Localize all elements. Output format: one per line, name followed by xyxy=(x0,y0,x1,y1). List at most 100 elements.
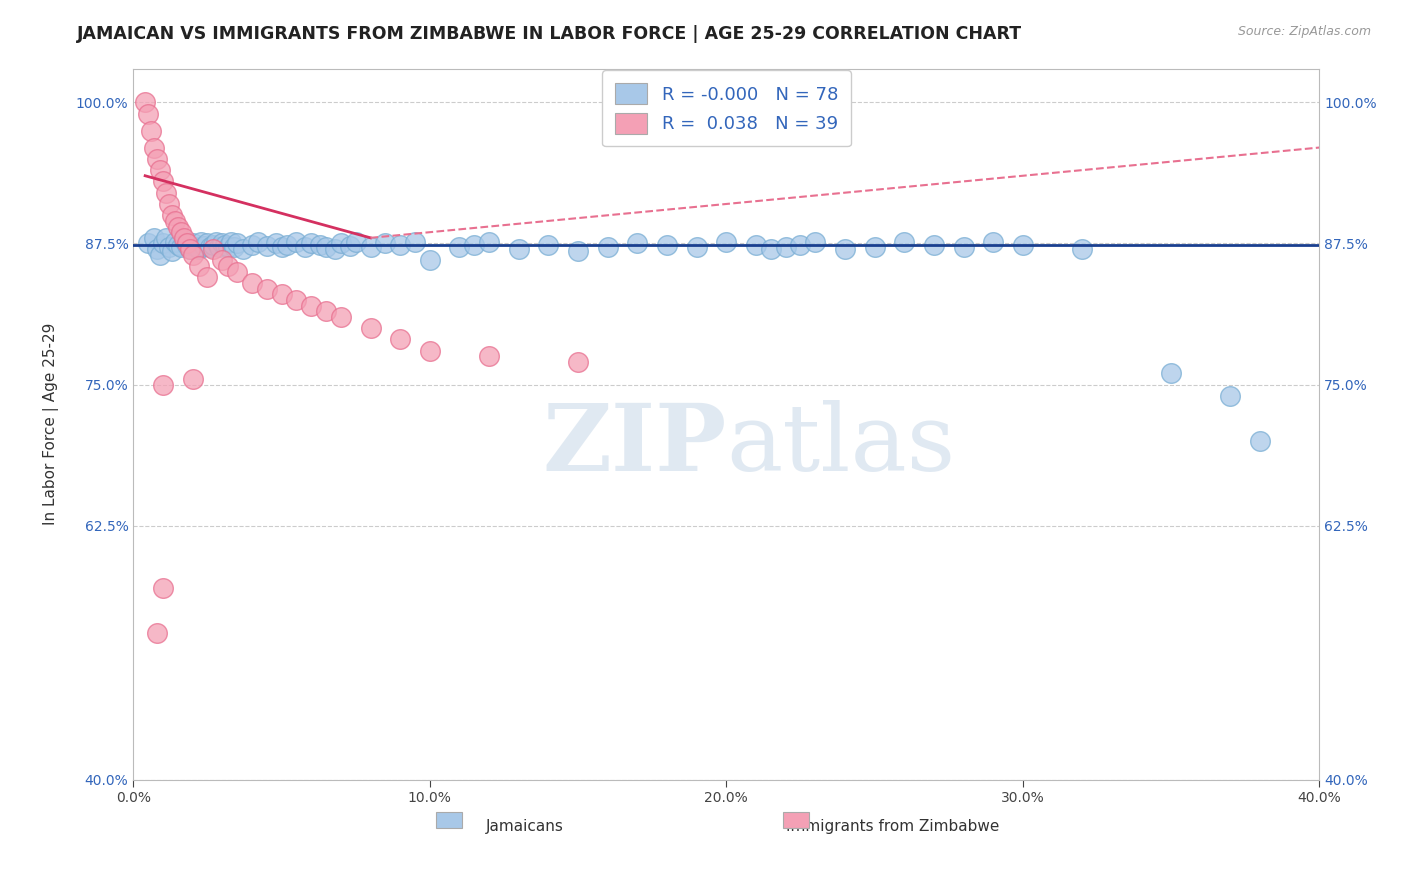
Point xyxy=(149,248,172,262)
Point xyxy=(179,242,201,256)
Point xyxy=(163,235,186,250)
Point xyxy=(804,235,827,250)
Point xyxy=(211,253,233,268)
Text: Immigrants from Zimbabwe: Immigrants from Zimbabwe xyxy=(786,819,1000,834)
Point xyxy=(205,235,228,250)
Point xyxy=(315,304,337,318)
Point xyxy=(143,140,166,154)
Point xyxy=(344,235,367,250)
Text: atlas: atlas xyxy=(727,401,956,491)
Text: Source: ZipAtlas.com: Source: ZipAtlas.com xyxy=(1237,25,1371,38)
Point xyxy=(419,253,441,268)
Point xyxy=(187,242,209,256)
Point xyxy=(208,240,231,254)
Point xyxy=(789,237,811,252)
Point xyxy=(299,299,322,313)
Point xyxy=(136,106,159,120)
Point xyxy=(226,265,249,279)
Point xyxy=(181,248,204,262)
Point xyxy=(1071,242,1094,256)
Point xyxy=(157,197,180,211)
Point xyxy=(315,240,337,254)
Point xyxy=(217,259,239,273)
Point xyxy=(893,235,915,250)
Point xyxy=(184,240,207,254)
Point xyxy=(463,237,485,252)
Point xyxy=(329,236,352,251)
Point xyxy=(170,225,193,239)
Point xyxy=(146,152,169,166)
Point xyxy=(567,244,589,259)
Point xyxy=(179,242,201,256)
Point xyxy=(222,240,245,254)
Point xyxy=(187,259,209,273)
Point xyxy=(152,174,174,188)
Point xyxy=(143,231,166,245)
Point xyxy=(146,242,169,256)
Point xyxy=(134,95,156,110)
Point xyxy=(404,235,426,250)
Point xyxy=(146,626,169,640)
Point xyxy=(170,240,193,254)
Point xyxy=(389,237,412,252)
Point xyxy=(256,238,278,252)
Point xyxy=(329,310,352,324)
Text: ZIP: ZIP xyxy=(543,401,727,491)
Point xyxy=(149,163,172,178)
Point xyxy=(200,240,222,254)
Point xyxy=(596,240,619,254)
Point xyxy=(173,231,195,245)
Point xyxy=(240,237,263,252)
Point xyxy=(339,238,361,252)
Text: Jamaicans: Jamaicans xyxy=(486,819,564,834)
Point xyxy=(139,123,162,137)
Point xyxy=(299,236,322,251)
Point xyxy=(240,276,263,290)
Point xyxy=(360,321,382,335)
Point xyxy=(323,242,346,256)
Point xyxy=(173,233,195,247)
Point xyxy=(176,236,198,251)
Point xyxy=(256,282,278,296)
Point xyxy=(163,214,186,228)
Point xyxy=(626,236,648,251)
Point xyxy=(716,235,738,250)
Point xyxy=(217,240,239,254)
Point xyxy=(155,186,177,200)
Point xyxy=(567,355,589,369)
Point xyxy=(1160,366,1182,380)
Point xyxy=(285,293,308,307)
Point xyxy=(1219,389,1241,403)
Point xyxy=(202,242,225,256)
Point xyxy=(775,240,797,254)
Point xyxy=(759,242,782,256)
Text: JAMAICAN VS IMMIGRANTS FROM ZIMBABWE IN LABOR FORCE | AGE 25-29 CORRELATION CHAR: JAMAICAN VS IMMIGRANTS FROM ZIMBABWE IN … xyxy=(77,25,1022,43)
Point xyxy=(389,333,412,347)
Point xyxy=(981,235,1004,250)
Point xyxy=(214,237,236,252)
Point xyxy=(202,237,225,252)
Point xyxy=(166,219,188,234)
Point xyxy=(294,240,316,254)
Point xyxy=(922,237,945,252)
Point xyxy=(952,240,974,254)
Point xyxy=(211,236,233,251)
Point xyxy=(176,237,198,252)
Bar xyxy=(783,813,810,828)
Point xyxy=(155,231,177,245)
Point xyxy=(157,240,180,254)
Point xyxy=(834,242,856,256)
Point xyxy=(655,237,678,252)
Point xyxy=(478,349,501,363)
Point xyxy=(197,236,219,251)
Point xyxy=(136,236,159,251)
Point xyxy=(270,287,292,301)
Point xyxy=(478,235,501,250)
Y-axis label: In Labor Force | Age 25-29: In Labor Force | Age 25-29 xyxy=(44,323,59,525)
Point xyxy=(863,240,886,254)
Point xyxy=(190,235,212,250)
Point xyxy=(193,238,215,252)
Point xyxy=(449,240,471,254)
Point xyxy=(374,236,396,251)
Point xyxy=(360,240,382,254)
